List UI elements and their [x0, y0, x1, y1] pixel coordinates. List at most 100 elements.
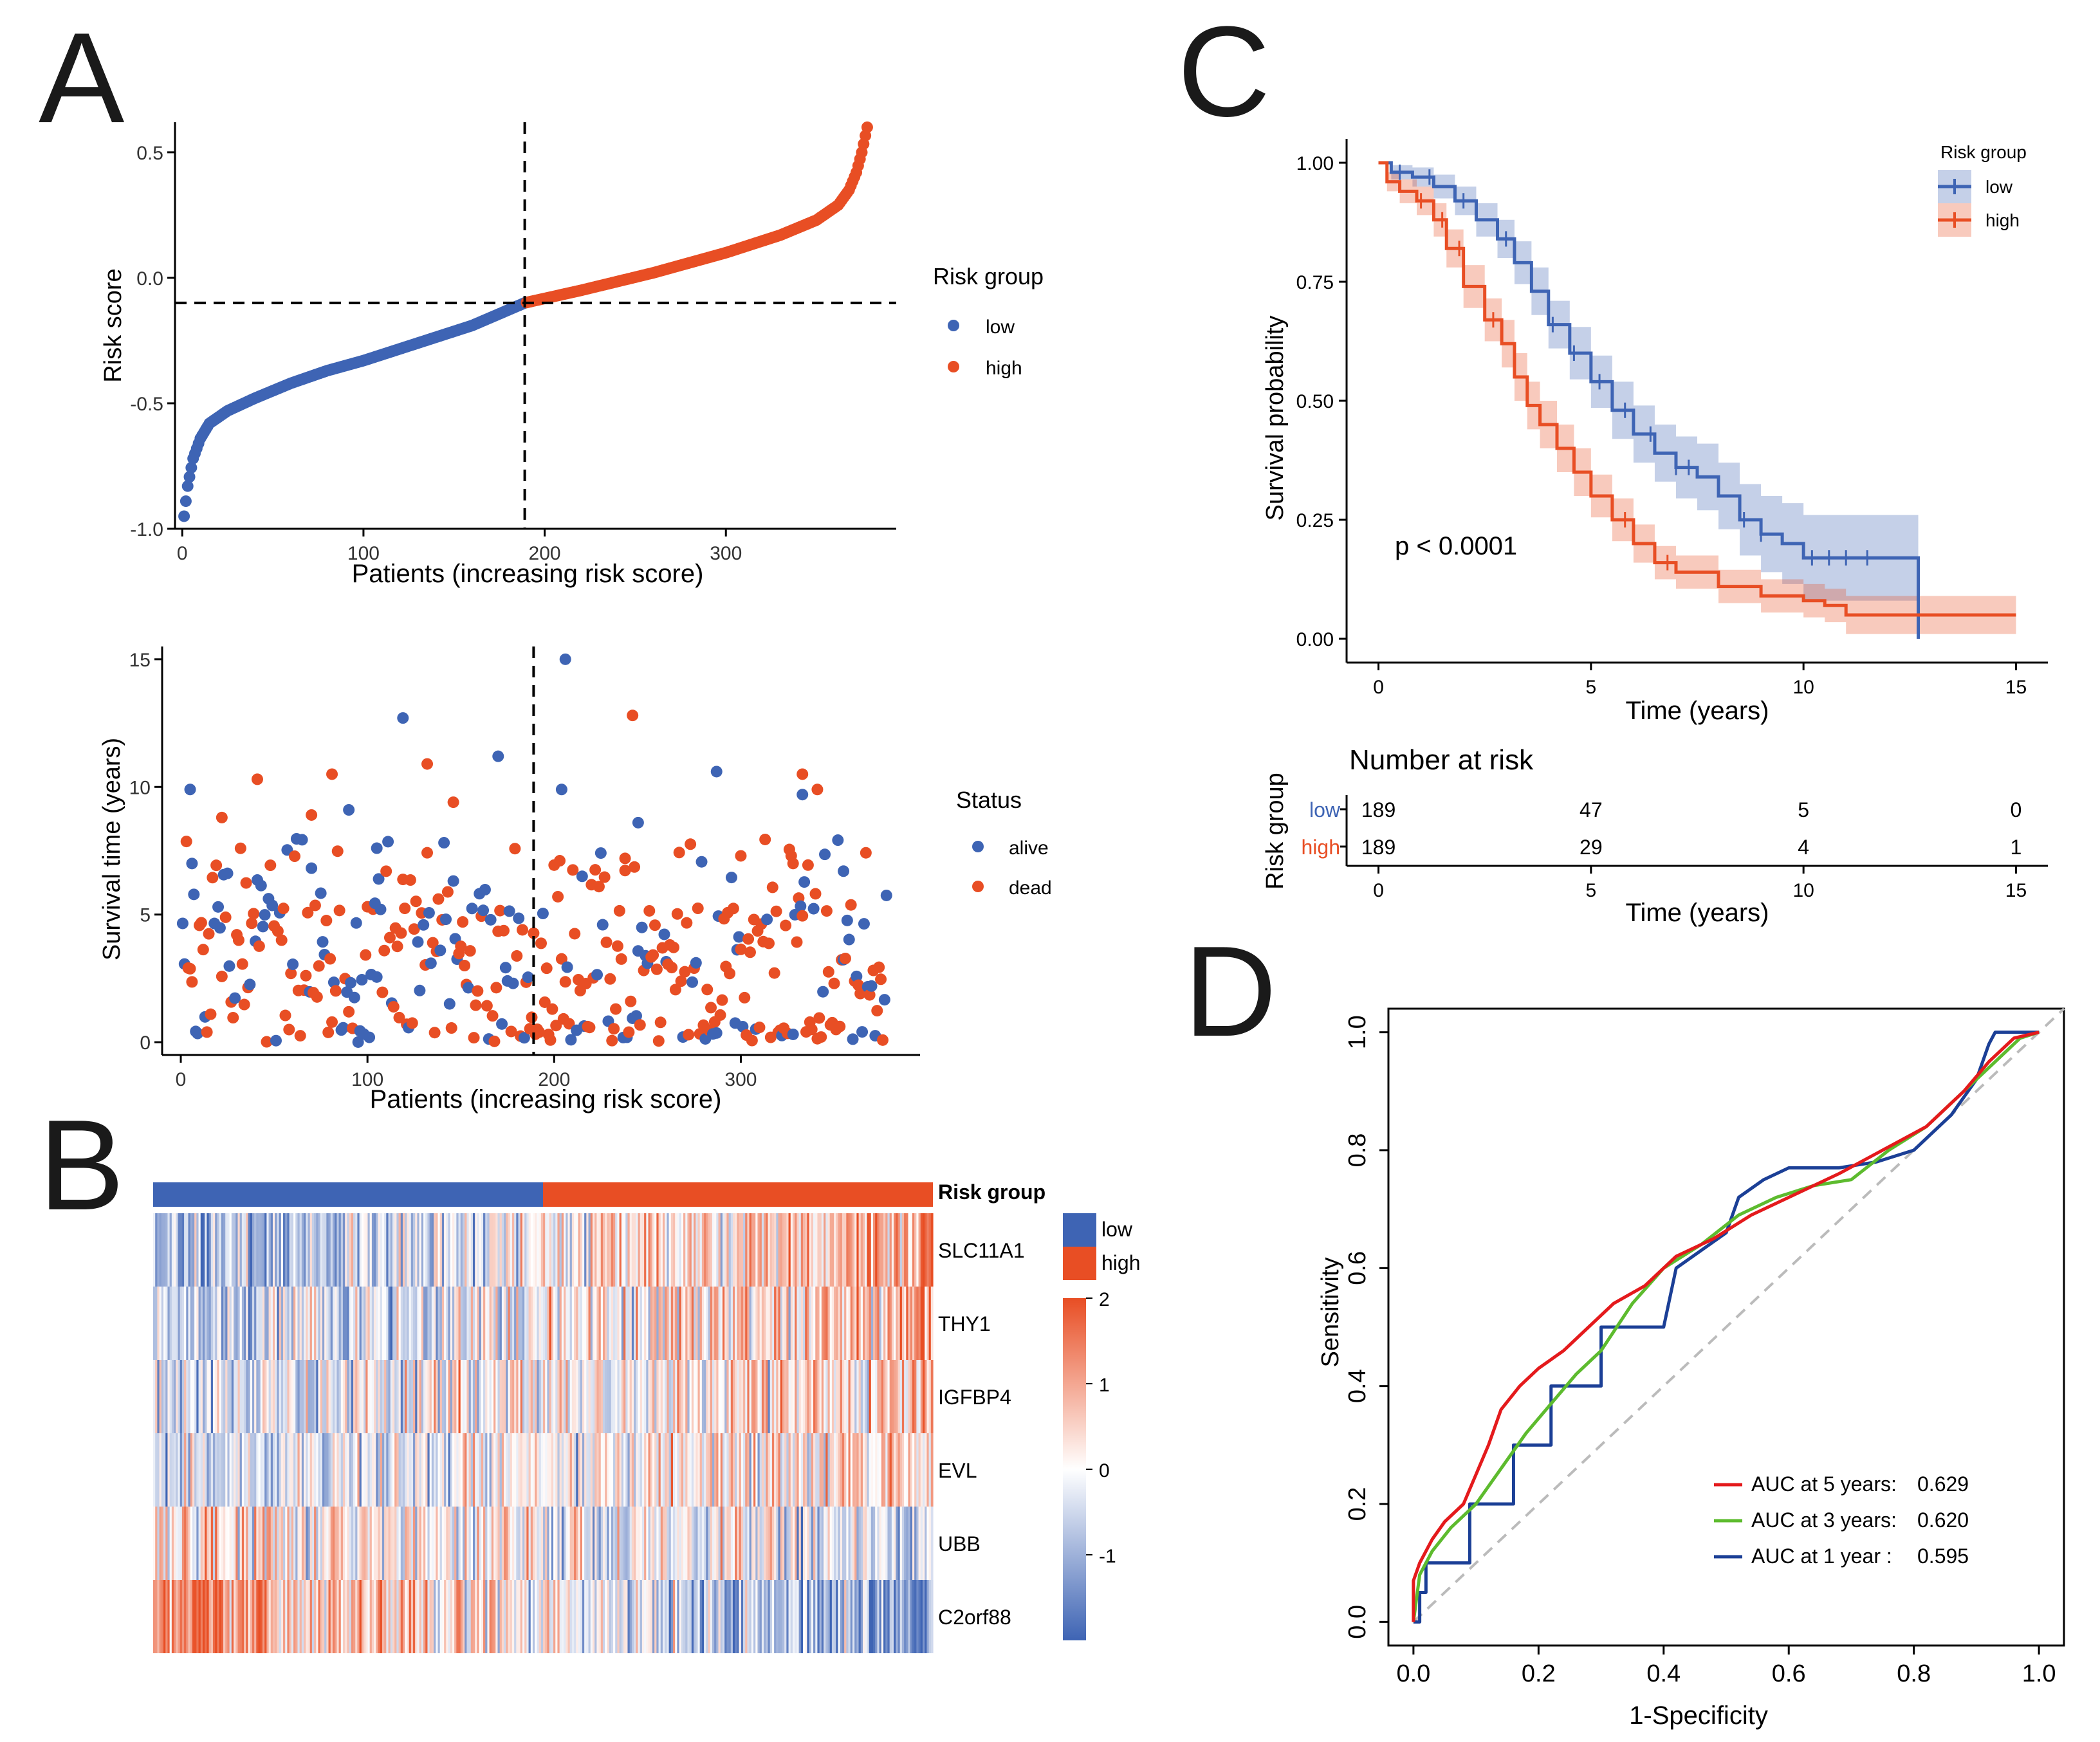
heatmap-cell [425, 1360, 428, 1433]
heatmap-cell [192, 1360, 195, 1433]
heatmap-cell [658, 1360, 661, 1433]
heatmap-cell [518, 1433, 521, 1507]
heatmap-cell [800, 1580, 804, 1653]
point-dead [724, 967, 736, 980]
heatmap-cell [885, 1213, 889, 1287]
heatmap-cell [161, 1507, 164, 1580]
heatmap-cell [470, 1213, 474, 1287]
heatmap-cell [456, 1580, 459, 1653]
heatmap-cell [330, 1580, 333, 1653]
heatmap-cell [844, 1360, 847, 1433]
heatmap-cell [869, 1580, 872, 1653]
heatmap-cell [819, 1580, 822, 1653]
heatmap-cell [586, 1360, 589, 1433]
heatmap-cell [638, 1433, 641, 1507]
y-axis-label: Sensitivity [1317, 1257, 1344, 1367]
heatmap-cell [481, 1213, 484, 1287]
heatmap-cell [438, 1360, 441, 1433]
heatmap-cell [670, 1580, 674, 1653]
heatmap-cell [289, 1507, 292, 1580]
heatmap-cell [774, 1433, 777, 1507]
heatmap-cell [648, 1360, 651, 1433]
heatmap-cell [237, 1580, 241, 1653]
heatmap-cell [621, 1507, 624, 1580]
heatmap-cell [465, 1580, 467, 1653]
point-dead [629, 861, 641, 873]
heatmap-cell [695, 1287, 699, 1360]
heatmap-cell [764, 1213, 766, 1287]
point-dead [343, 1005, 355, 1018]
heatmap-cell [883, 1213, 886, 1287]
legend-label-dead: dead [1009, 877, 1052, 899]
heatmap-cell [574, 1433, 576, 1507]
heatmap-cell [409, 1507, 412, 1580]
heatmap-cell [436, 1287, 439, 1360]
heatmap-cell [535, 1360, 537, 1433]
heatmap-cell [295, 1360, 299, 1433]
heatmap-cell [792, 1287, 795, 1360]
heatmap-cell [920, 1507, 923, 1580]
roc-curves [1412, 1031, 2040, 1624]
point-dead [546, 1003, 558, 1015]
heatmap-cell [472, 1213, 475, 1287]
heatmap-cell [388, 1507, 391, 1580]
heatmap-cell [272, 1213, 275, 1287]
heatmap-cell [908, 1507, 911, 1580]
heatmap-cell [524, 1213, 527, 1287]
point-dead [488, 1035, 501, 1047]
scale-tick-label: -1 [1099, 1546, 1116, 1567]
heatmap-cell [458, 1213, 461, 1287]
heatmap-cell [410, 1580, 414, 1653]
heatmap-cell [549, 1580, 552, 1653]
heatmap-cell [708, 1287, 711, 1360]
heatmap-cell [241, 1507, 244, 1580]
heatmap-cell [561, 1287, 564, 1360]
heatmap-cell [340, 1360, 344, 1433]
heatmap-cell [904, 1287, 907, 1360]
heatmap-cell [262, 1213, 265, 1287]
heatmap-cell [308, 1360, 311, 1433]
point-dead [320, 915, 333, 927]
heatmap-cell [766, 1507, 769, 1580]
heatmap-cell [338, 1287, 342, 1360]
heatmap-cell [737, 1507, 740, 1580]
axis-ticks: 0 5 10 150.000.250.500.751.00 [1296, 153, 2027, 698]
heatmap-cell [174, 1507, 176, 1580]
heatmap-cell [899, 1213, 903, 1287]
heatmap-cell [559, 1433, 562, 1507]
heatmap-cell [468, 1580, 472, 1653]
heatmap-cell [759, 1213, 762, 1287]
heatmap-cell [687, 1433, 690, 1507]
heatmap-cell [196, 1360, 199, 1433]
heatmap-cell [914, 1580, 917, 1653]
heatmap-cell [266, 1213, 270, 1287]
heatmap-cell [311, 1287, 315, 1360]
heatmap-cell [778, 1580, 781, 1653]
heatmap-cell [190, 1360, 193, 1433]
point-dead [611, 940, 623, 952]
heatmap-cell [856, 1580, 860, 1653]
heatmap-cell [516, 1433, 519, 1507]
heatmap-cell [673, 1433, 676, 1507]
heatmap-cell [543, 1287, 546, 1360]
point-dead [309, 899, 321, 912]
heatmap-cell [551, 1507, 554, 1580]
heatmap-cell [157, 1433, 160, 1507]
heatmap-cell [625, 1360, 629, 1433]
point-alive [484, 913, 497, 926]
point-dead [203, 928, 215, 940]
heatmap-cell [194, 1213, 197, 1287]
heatmap-cell [309, 1507, 313, 1580]
heatmap-cell [673, 1287, 676, 1360]
heatmap-cell [336, 1287, 340, 1360]
heatmap-cell [202, 1433, 205, 1507]
heatmap-cell [656, 1580, 659, 1653]
heatmap-cell [611, 1213, 614, 1287]
heatmap-cell [623, 1360, 626, 1433]
heatmap-cell [272, 1433, 275, 1507]
heatmap-cell [918, 1507, 921, 1580]
heatmap-cell [361, 1360, 364, 1433]
point-dead [404, 874, 416, 886]
heatmap-cell [824, 1213, 826, 1287]
heatmap-cell [625, 1507, 629, 1580]
